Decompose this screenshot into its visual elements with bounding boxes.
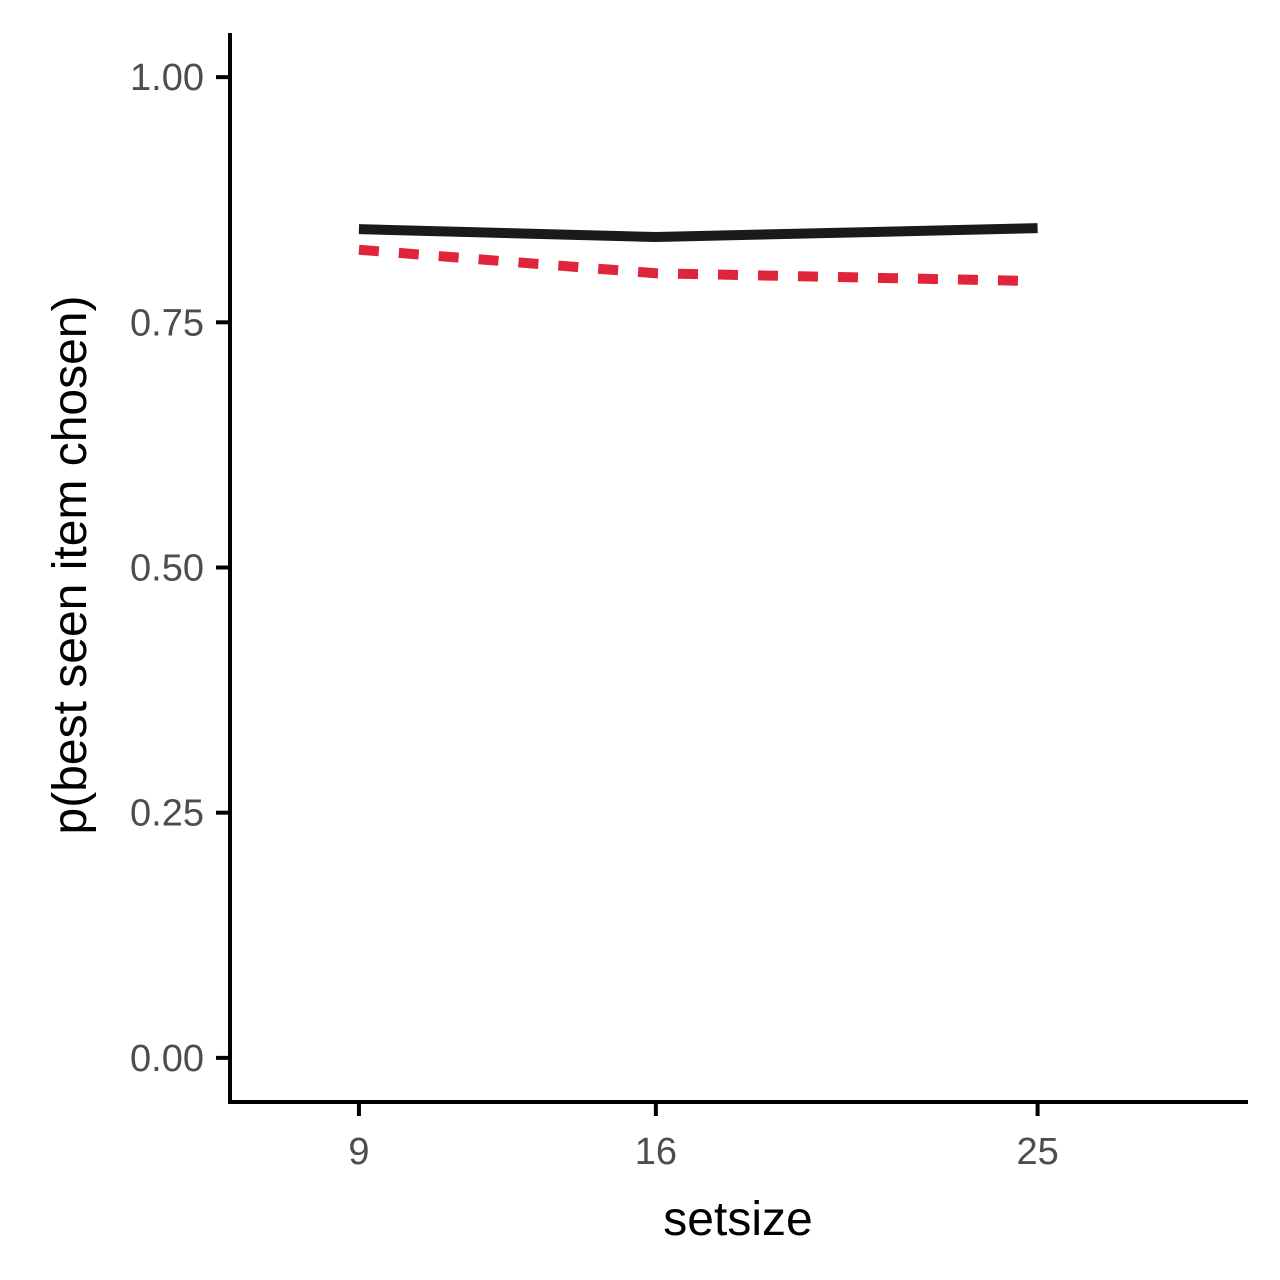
y-tick-label: 0.50 <box>130 548 204 590</box>
x-tick-label: 16 <box>635 1131 677 1173</box>
y-tick-label: 0.75 <box>130 302 204 344</box>
x-axis-title: setsize <box>663 1193 812 1246</box>
x-tick-label: 9 <box>348 1131 369 1173</box>
y-tick-label: 0.00 <box>130 1038 204 1080</box>
x-axis-ticks: 9 16 25 <box>348 1102 1059 1173</box>
y-tick-label: 0.25 <box>130 793 204 835</box>
series-line-1 <box>358 223 1038 242</box>
y-tick-label: 1.00 <box>130 57 204 99</box>
y-axis-title: p(best seen item chosen) <box>44 296 97 835</box>
series-line-2 <box>358 244 1038 287</box>
series-layer <box>358 223 1038 287</box>
y-axis-ticks: 0.00 0.25 0.50 0.75 1.00 <box>130 57 230 1080</box>
x-tick-label: 25 <box>1016 1131 1058 1173</box>
